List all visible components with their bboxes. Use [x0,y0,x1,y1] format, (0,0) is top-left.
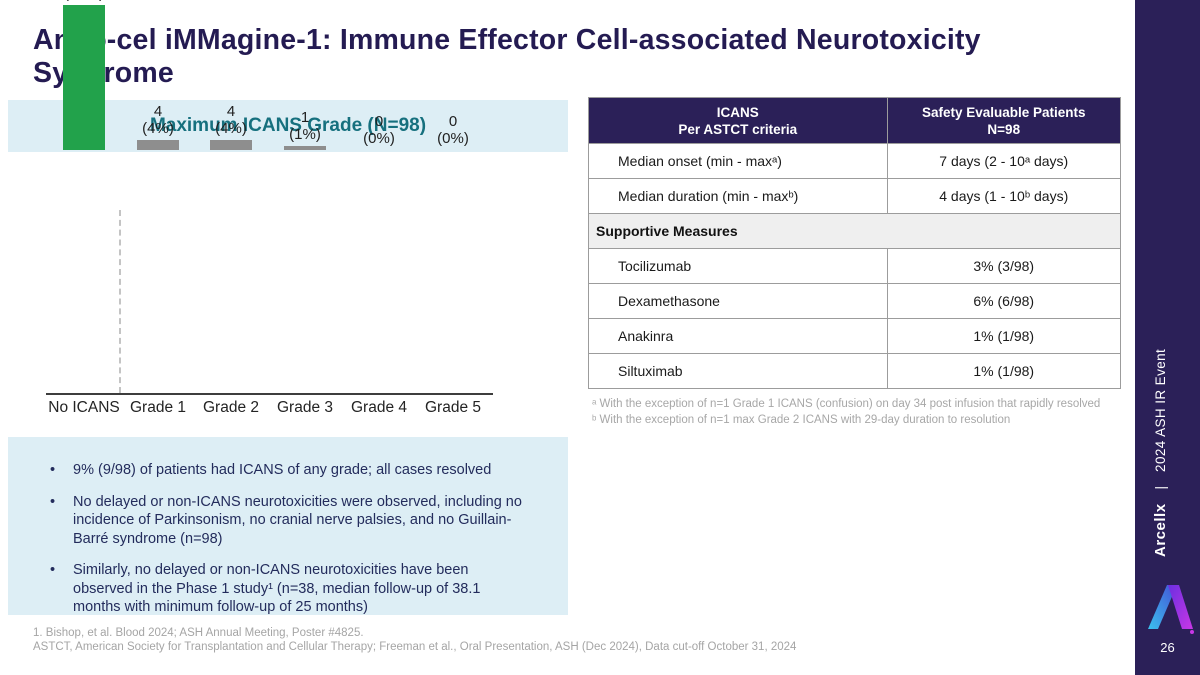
section-label: Supportive Measures [588,213,1121,249]
row-label: Median onset (min - maxᵃ) [588,143,888,179]
row-value: 7 days (2 - 10ᵃ days) [886,143,1121,179]
page-number: 26 [1160,640,1175,655]
row-value: 1% (1/98) [886,353,1121,389]
row-label: Tocilizumab [588,248,888,284]
icans-table: ICANS Per ASTCT criteria Safety Evaluabl… [588,97,1121,389]
table-footnotes: ᵃ With the exception of n=1 Grade 1 ICAN… [592,397,1114,428]
reference-line: 1. Bishop, et al. Blood 2024; ASH Annual… [33,627,364,639]
chart-title: Maximum ICANS Grade (N=98) [149,115,427,136]
row-label: Dexamethasone [588,283,888,319]
x-tick-grade3: Grade 3 [276,399,333,416]
key-points-panel: 9% (9/98) of patients had ICANS of any g… [8,437,568,615]
table-row: Tocilizumab 3% (3/98) [588,248,1121,284]
table-header-row: ICANS Per ASTCT criteria Safety Evaluabl… [588,97,1121,144]
bar-value-label: 89(91%) [64,0,104,2]
chart-separator-line [119,210,121,393]
table-header-patients: Safety Evaluable Patients N=98 [886,97,1121,144]
footnote-b: ᵇ With the exception of n=1 max Grade 2 … [592,413,1011,426]
bar-group-grade2: 4 (4%) [194,103,268,150]
row-label: Siltuximab [588,353,888,389]
bar-value-label: 4 (4%) [215,103,247,137]
bar-grade2 [210,140,252,150]
slide-footnotes: 1. Bishop, et al. Blood 2024; ASH Annual… [33,626,1113,654]
bar-grade3 [284,146,326,150]
bar-group-grade5: 0 (0%) [416,113,490,150]
bar-group-grade3: 1 (1%) [268,109,342,150]
table-header-criteria: ICANS Per ASTCT criteria [588,97,888,144]
event-name: 2024 ASH IR Event [1153,348,1168,472]
bar-grade1 [137,140,179,150]
row-value: 1% (1/98) [886,318,1121,354]
x-tick-grade4: Grade 4 [350,399,407,416]
bar-no-icans [63,5,105,150]
brand-separator: | [1153,485,1168,490]
row-label: Anakinra [588,318,888,354]
row-value: 3% (3/98) [886,248,1121,284]
brand-name: Arcellx [1152,503,1169,557]
bar-value-label: 0 (0%) [363,113,395,147]
footnote-a: ᵃ With the exception of n=1 Grade 1 ICAN… [592,398,1101,410]
table-section-row: Supportive Measures [588,213,1121,249]
sidebar-vertical-text: Arcellx | 2024 ASH IR Event [1152,349,1170,557]
x-tick-grade5: Grade 5 [424,399,481,416]
x-tick-no-icans: No ICANS [48,399,120,416]
bar-value-label: 4 (4%) [142,103,174,137]
table-row: Median duration (min - maxᵇ) 4 days (1 -… [588,178,1121,214]
bullet-item: 9% (9/98) of patients had ICANS of any g… [48,461,530,480]
x-tick-grade1: Grade 1 [129,399,186,416]
x-tick-grade2: Grade 2 [202,399,259,416]
row-value: 4 days (1 - 10ᵇ days) [886,178,1121,214]
brand-sidebar [1135,0,1200,675]
table-row: Anakinra 1% (1/98) [588,318,1121,354]
bar-group-grade1: 4 (4%) [121,103,195,150]
table-row: Siltuximab 1% (1/98) [588,353,1121,389]
table-row: Dexamethasone 6% (6/98) [588,283,1121,319]
bullet-item: Similarly, no delayed or non-ICANS neuro… [48,561,530,617]
bar-group-grade4: 0 (0%) [342,113,416,150]
arcellx-logo-icon [1148,585,1194,634]
bar-value-label: 0 (0%) [437,113,469,147]
bullet-list: 9% (9/98) of patients had ICANS of any g… [48,461,554,617]
row-value: 6% (6/98) [886,283,1121,319]
x-axis-line [46,393,493,395]
abbreviation-line: ASTCT, American Society for Transplantat… [33,641,797,653]
row-label: Median duration (min - maxᵇ) [588,178,888,214]
bar-group-no-icans: 89(91%) [47,0,121,150]
bar-value-label: 1 (1%) [289,109,321,143]
bullet-item: No delayed or non-ICANS neurotoxicities … [48,493,530,549]
table-row: Median onset (min - maxᵃ) 7 days (2 - 10… [588,143,1121,179]
icans-bar-chart: 89(91%) 4(4%) 4(4%) 1(1%) 0(0%) [0,0,568,430]
